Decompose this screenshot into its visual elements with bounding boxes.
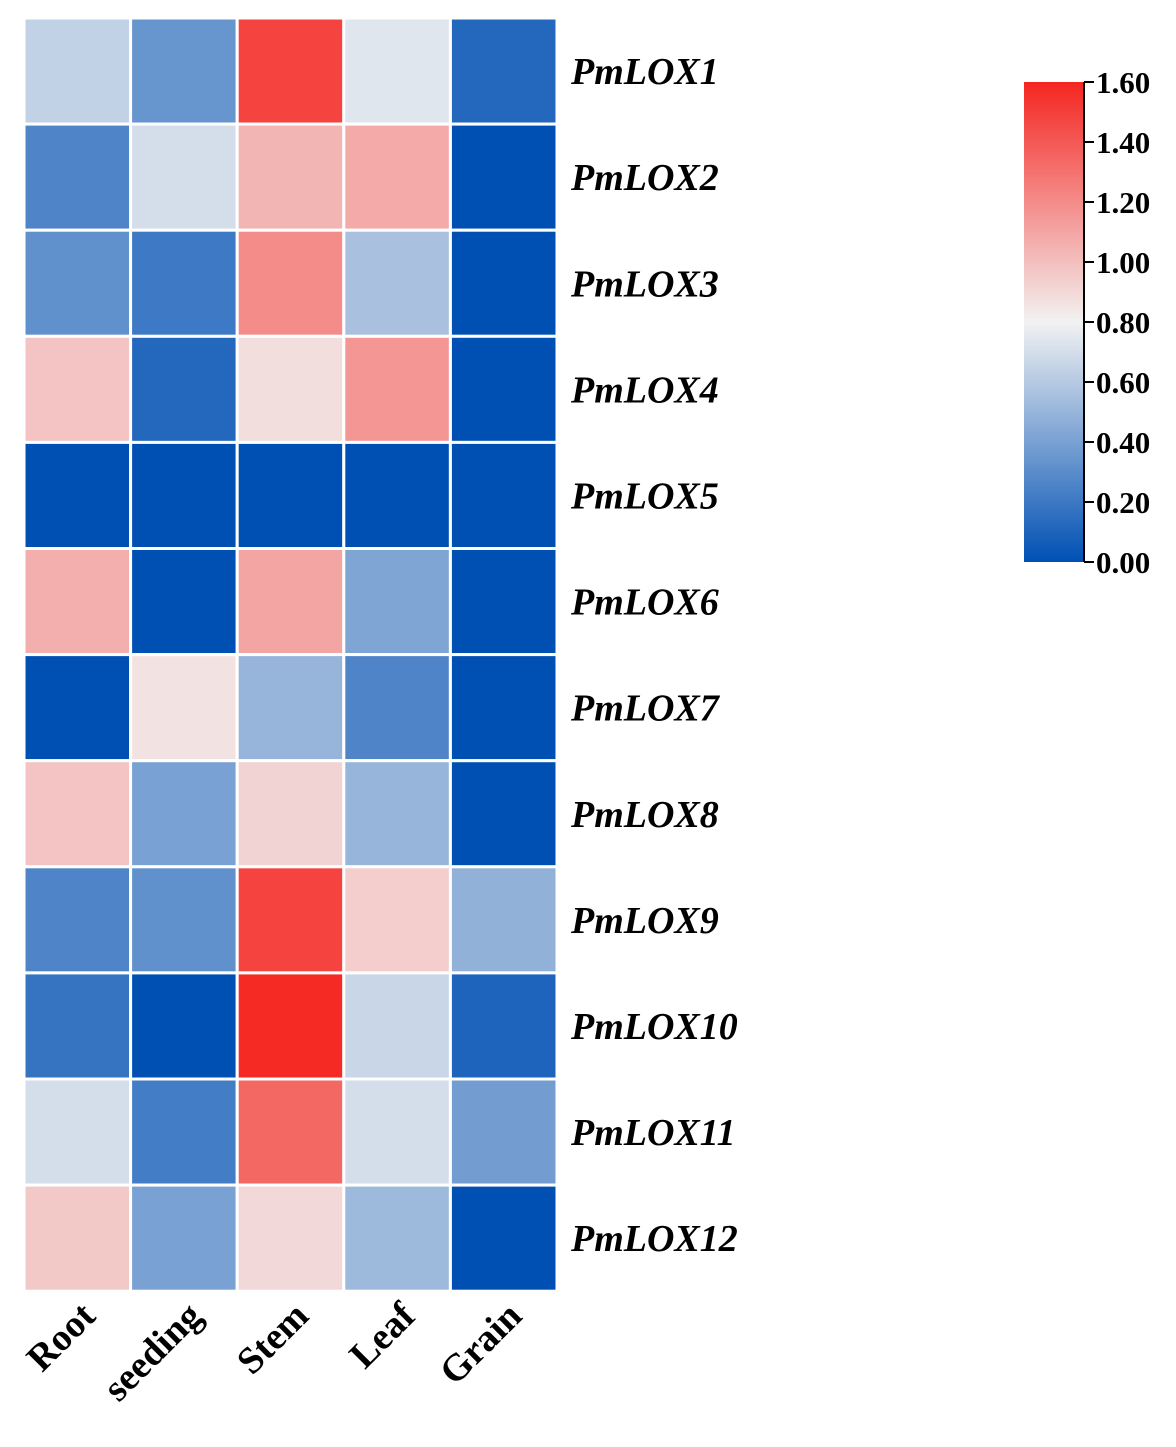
heatmap-cell xyxy=(22,653,133,763)
heatmap-cell xyxy=(22,440,133,550)
colorbar-tick-label: 1.40 xyxy=(1096,125,1150,160)
heatmap-cell xyxy=(235,653,346,763)
heatmap-cell xyxy=(22,16,133,126)
heatmap-cell xyxy=(342,1077,452,1187)
heatmap-cell xyxy=(448,1183,559,1293)
column-label: Grain xyxy=(432,1295,530,1393)
colorbar-tick-label: 1.60 xyxy=(1096,65,1150,100)
heatmap-cell xyxy=(22,334,133,444)
column-label: Stem xyxy=(229,1295,317,1383)
heatmap-cell xyxy=(235,228,346,338)
heatmap-cell xyxy=(129,1077,239,1187)
heatmap-cell xyxy=(235,334,346,444)
heatmap-cell xyxy=(448,653,559,763)
row-label: PmLOX9 xyxy=(570,900,719,942)
row-label: PmLOX3 xyxy=(570,263,719,305)
row-label: PmLOX5 xyxy=(570,475,719,517)
heatmap-cell xyxy=(342,653,452,763)
row-labels: PmLOX1 PmLOX2 PmLOX3 PmLOX4 PmLOX5 PmLOX6 PmLO… xyxy=(570,51,738,1260)
heatmap-cell xyxy=(129,865,239,975)
colorbar-tick-label: 0.40 xyxy=(1096,425,1150,460)
heatmap-cell xyxy=(235,865,346,975)
heatmap-cell xyxy=(448,16,559,126)
heatmap-cell xyxy=(22,1077,133,1187)
row-label: PmLOX8 xyxy=(570,794,719,836)
heatmap-cell xyxy=(448,334,559,444)
colorbar-tick-label: 0.80 xyxy=(1096,305,1150,340)
heatmap-cell xyxy=(129,653,239,763)
row-label: PmLOX6 xyxy=(570,582,719,624)
row-label: PmLOX1 xyxy=(570,51,719,93)
column-label: seeding xyxy=(95,1295,210,1410)
heatmap-cell xyxy=(129,759,239,869)
heatmap-cell xyxy=(448,547,559,657)
heatmap-cell xyxy=(448,228,559,338)
heatmap-cell xyxy=(235,1183,346,1293)
heatmap-cell xyxy=(235,440,346,550)
column-label: Leaf xyxy=(342,1294,425,1377)
colorbar-tick-label: 0.60 xyxy=(1096,365,1150,400)
colorbar-tick-label: 1.20 xyxy=(1096,185,1150,220)
row-label: PmLOX12 xyxy=(570,1218,738,1260)
heatmap-cell xyxy=(342,334,452,444)
heatmap-cell xyxy=(342,759,452,869)
heatmap-cell xyxy=(235,1077,346,1187)
heatmap-cell xyxy=(129,547,239,657)
colorbar: 0.00 0.20 0.40 0.60 0.80 1.00 1.20 1.40 1.60 xyxy=(1024,65,1150,580)
heatmap-cell xyxy=(129,16,239,126)
row-label: PmLOX10 xyxy=(570,1006,738,1048)
heatmap-cell xyxy=(342,1183,452,1293)
heatmap-cell xyxy=(22,971,133,1081)
heatmap-cell xyxy=(22,865,133,975)
heatmap-cell xyxy=(129,971,239,1081)
heatmap-cell xyxy=(342,228,452,338)
heatmap-cell xyxy=(235,16,346,126)
heatmap-cell xyxy=(342,440,452,550)
heatmap-cell xyxy=(129,122,239,232)
heatmap-cell xyxy=(235,122,346,232)
row-label: PmLOX7 xyxy=(570,688,721,730)
column-label: Root xyxy=(19,1294,104,1379)
heatmap-cell xyxy=(448,759,559,869)
heatmap-cell xyxy=(448,1077,559,1187)
heatmap-cell xyxy=(22,547,133,657)
heatmap-cell xyxy=(342,865,452,975)
heatmap-cell xyxy=(235,547,346,657)
heatmap-cell xyxy=(448,971,559,1081)
heatmap-cells xyxy=(22,16,559,1293)
heatmap-cell xyxy=(342,547,452,657)
heatmap-cell xyxy=(448,440,559,550)
heatmap-cell xyxy=(129,334,239,444)
colorbar-tick-label: 1.00 xyxy=(1096,245,1150,280)
colorbar-tick-label: 0.20 xyxy=(1096,485,1150,520)
heatmap-cell xyxy=(129,228,239,338)
heatmap-cell xyxy=(342,122,452,232)
heatmap-cell xyxy=(22,122,133,232)
heatmap-cell xyxy=(129,1183,239,1293)
heatmap-cell xyxy=(448,865,559,975)
colorbar-gradient xyxy=(1024,82,1084,562)
row-label: PmLOX11 xyxy=(570,1112,736,1154)
heatmap-cell xyxy=(22,759,133,869)
heatmap-cell xyxy=(448,122,559,232)
heatmap-cell xyxy=(129,440,239,550)
row-label: PmLOX2 xyxy=(570,157,719,199)
heatmap-cell xyxy=(342,16,452,126)
colorbar-tick-label: 0.00 xyxy=(1096,545,1150,580)
heatmap-cell xyxy=(235,971,346,1081)
heatmap-cell xyxy=(235,759,346,869)
heatmap-cell xyxy=(22,1183,133,1293)
heatmap-cell xyxy=(342,971,452,1081)
row-label: PmLOX4 xyxy=(570,369,719,411)
heatmap-cell xyxy=(22,228,133,338)
